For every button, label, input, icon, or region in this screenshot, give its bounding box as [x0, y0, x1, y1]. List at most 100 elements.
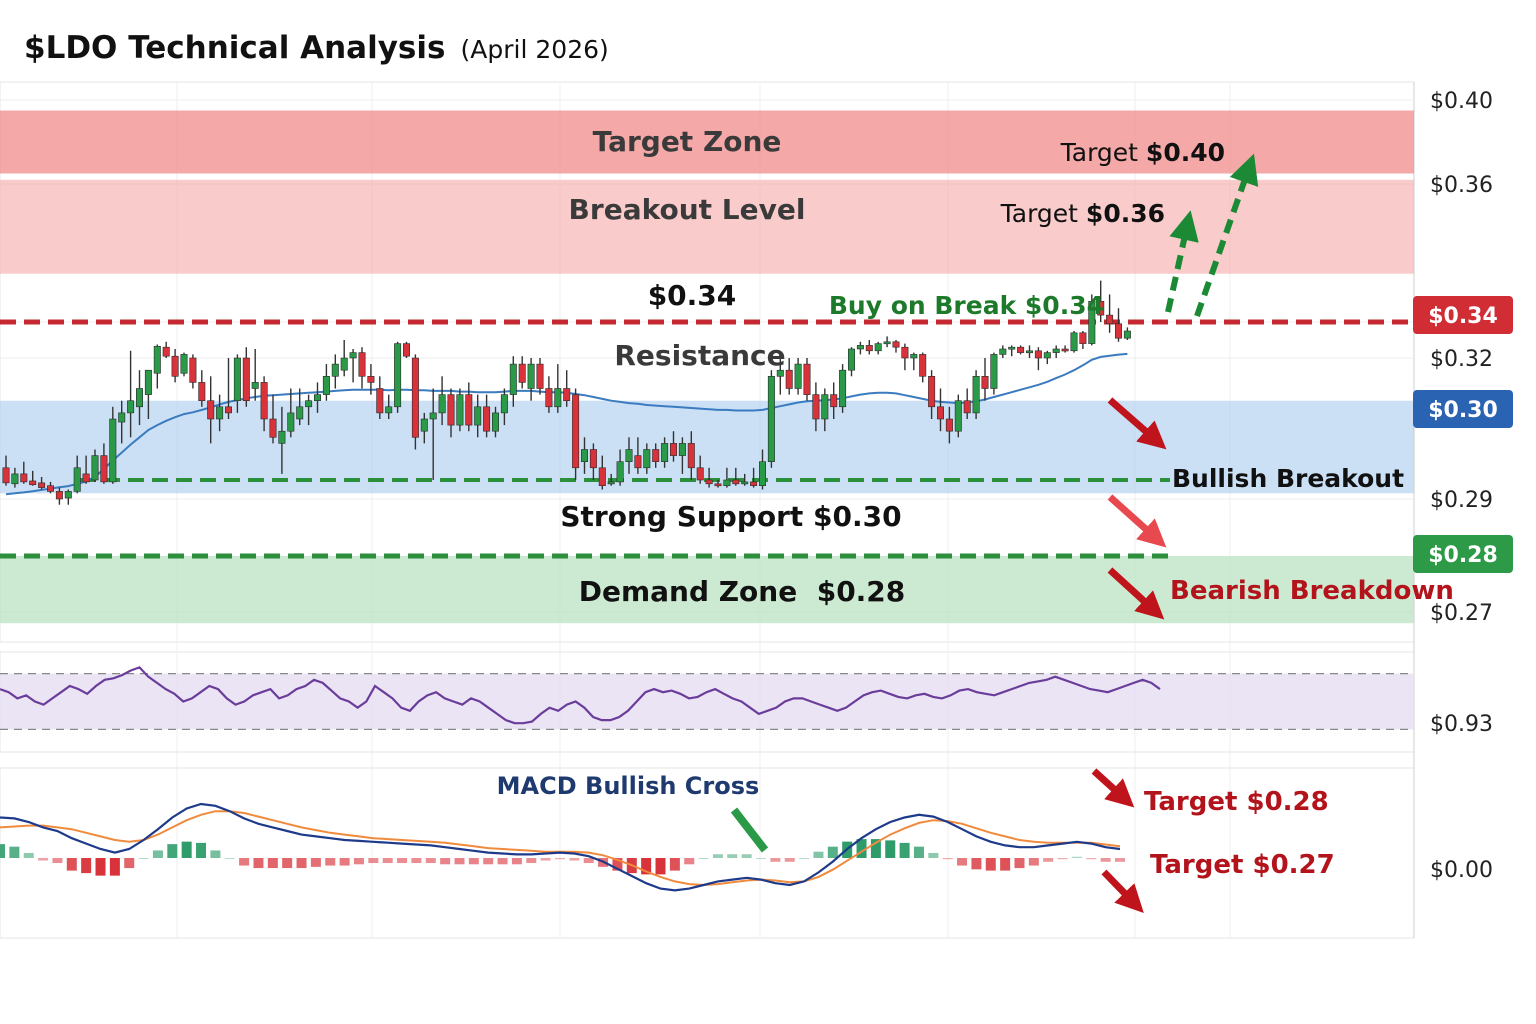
candle-body — [411, 357, 419, 438]
candle-up — [990, 352, 998, 395]
price-badge-red: $0.34 — [1413, 296, 1513, 334]
macd-histogram-bar — [1071, 856, 1082, 858]
macd-histogram-bar — [641, 858, 652, 875]
candle-body — [847, 348, 855, 371]
candle-up — [767, 370, 775, 468]
candle-body — [1061, 348, 1069, 352]
candle-body — [1052, 348, 1060, 353]
candle-up — [491, 406, 499, 438]
candle-body — [945, 418, 953, 432]
candle-body — [589, 449, 597, 469]
candle-body — [429, 412, 437, 420]
candle-body — [625, 449, 633, 462]
candle-up — [500, 388, 508, 426]
candle-body — [572, 394, 580, 469]
candle-up — [1008, 345, 1016, 357]
candle-down — [20, 461, 28, 484]
candle-up — [643, 443, 651, 474]
candle-down — [376, 376, 384, 419]
candle-down — [1097, 280, 1105, 322]
candle-body — [260, 382, 268, 420]
candle-up — [1070, 331, 1078, 353]
candle-down — [928, 370, 936, 419]
candle-body — [64, 491, 72, 499]
candle-up — [794, 358, 802, 395]
macd-histogram-bar — [612, 858, 623, 871]
candle-down — [981, 358, 989, 401]
candle-body — [536, 363, 544, 389]
macd-histogram-bar — [957, 858, 968, 866]
macd-histogram-bar — [583, 858, 594, 864]
candle-body — [981, 375, 989, 389]
candle-up — [821, 388, 829, 432]
candle-body — [1017, 346, 1025, 353]
macd-histogram-bar — [1014, 858, 1025, 869]
candle-body — [705, 479, 713, 485]
macd-histogram-bar — [239, 858, 250, 866]
candle-body — [474, 406, 482, 426]
candle-down — [687, 431, 695, 480]
candle-up — [233, 354, 241, 413]
target-040-arrow — [1194, 153, 1259, 317]
candle-down — [518, 356, 526, 389]
candle-body — [394, 343, 402, 408]
macd-histogram-bar — [282, 858, 293, 869]
candle-body — [269, 418, 277, 438]
candle-body — [358, 352, 366, 377]
rsi-line — [0, 666, 1161, 725]
candle-body — [767, 375, 775, 462]
candle-body — [518, 363, 526, 383]
macd-histogram-bar — [741, 854, 752, 858]
candle-body — [376, 388, 384, 414]
macd-histogram-bar — [483, 858, 494, 865]
candle-body — [1026, 350, 1034, 354]
macd-histogram-bar — [870, 839, 881, 858]
candle-down — [82, 455, 90, 484]
candle-body — [839, 369, 847, 408]
candle-body — [438, 394, 446, 414]
breakout-zone-label: Breakout Level — [569, 193, 806, 226]
candle-down — [100, 443, 108, 484]
candle-down — [669, 431, 677, 462]
candle-up — [11, 467, 19, 488]
candle-body — [883, 341, 891, 345]
resistance-label: Resistance — [614, 339, 785, 372]
candle-up — [972, 370, 980, 419]
candle-down — [465, 382, 473, 432]
candle-body — [830, 394, 838, 408]
candle-up — [776, 356, 784, 395]
candle-up — [144, 369, 152, 419]
candle-body — [607, 481, 615, 485]
candle-body — [856, 345, 864, 350]
candle-down — [714, 480, 722, 488]
candle-body — [954, 400, 962, 432]
candle-body — [216, 406, 224, 420]
candle-up — [616, 449, 624, 486]
macd-histogram-bar — [52, 858, 63, 864]
macd-histogram-bar — [885, 840, 896, 858]
macd-histogram-bar — [928, 852, 939, 858]
candle-up — [278, 406, 286, 474]
chart-title: $LDO Technical Analysis (April 2026) — [24, 30, 609, 66]
candle-body — [812, 394, 820, 420]
candle-up — [136, 370, 144, 426]
candle-body — [509, 363, 517, 395]
candle-up — [1123, 327, 1131, 340]
macd-histogram-bar — [497, 858, 508, 865]
candle-body — [901, 346, 909, 359]
candle-body — [483, 406, 491, 432]
candle-down — [367, 364, 375, 395]
candle-down — [225, 358, 233, 419]
candle-body — [385, 406, 393, 414]
rsi-axis-tick: $0.93 — [1430, 712, 1493, 737]
candle-body — [313, 394, 321, 402]
candle-body — [55, 491, 63, 500]
macd-histogram-bar — [23, 852, 34, 858]
macd-histogram-bar — [9, 846, 20, 858]
candle-up — [331, 354, 339, 389]
macd-histogram-bar — [913, 846, 924, 858]
candle-body — [1008, 346, 1016, 350]
candle-up — [1088, 294, 1096, 346]
candle-up — [216, 394, 224, 432]
